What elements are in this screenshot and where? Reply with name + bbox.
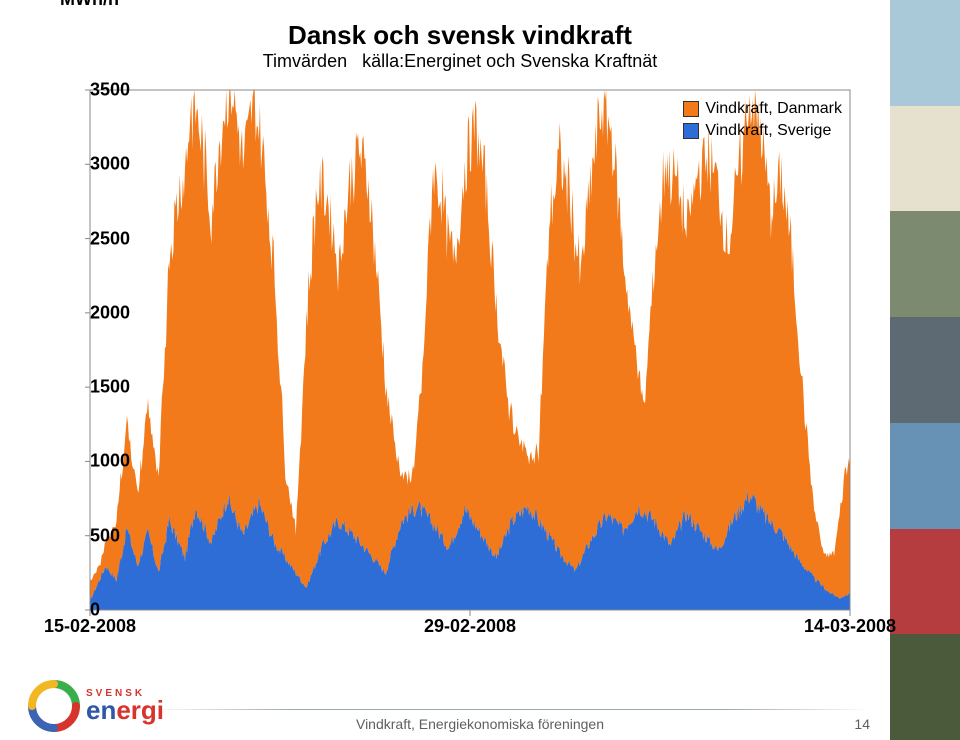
x-tick-label: 29-02-2008 [424, 616, 516, 637]
footer-text: Vindkraft, Energiekonomiska föreningen [0, 716, 960, 732]
legend-label: Vindkraft, Sverige [705, 122, 831, 140]
chart-title-block: Dansk och svensk vindkraft Timvärden käl… [263, 20, 658, 72]
page-number: 14 [854, 716, 870, 732]
y-axis-title: MWh/h [60, 0, 119, 10]
x-tick-label: 14-03-2008 [804, 616, 896, 637]
subtitle-left: Timvärden [263, 51, 347, 71]
legend-swatch [683, 101, 699, 117]
legend-row: Vindkraft, Danmark [683, 100, 842, 118]
chart-subtitle: Timvärden källa:Energinet och Svenska Kr… [263, 51, 658, 72]
legend-swatch [683, 123, 699, 139]
chart: MWh/h Dansk och svensk vindkraft Timvärd… [60, 20, 860, 640]
separator-line [150, 709, 870, 710]
legend-label: Vindkraft, Danmark [705, 100, 842, 118]
subtitle-right: källa:Energinet och Svenska Kraftnät [362, 51, 657, 71]
chart-title: Dansk och svensk vindkraft [263, 20, 658, 51]
decorative-side-strip [890, 0, 960, 740]
legend-row: Vindkraft, Sverige [683, 122, 842, 140]
legend: Vindkraft, Danmark Vindkraft, Sverige [683, 100, 842, 144]
